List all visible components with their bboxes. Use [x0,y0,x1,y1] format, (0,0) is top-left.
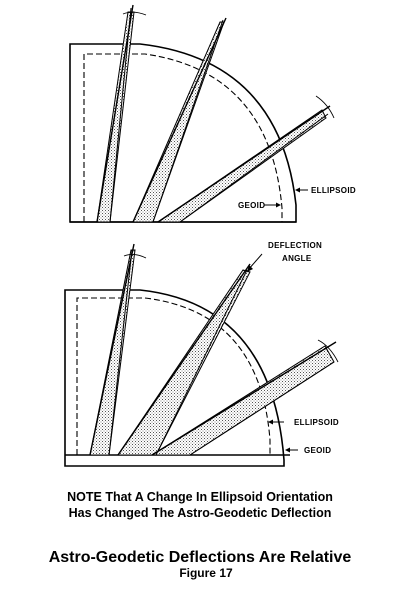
deflection-arrow [247,265,253,272]
top-geoid-label: GEOID [238,201,265,210]
top-normal-2a [132,17,227,223]
top-diagram [69,4,335,223]
bottom-normal-1b [108,249,133,456]
bottom-normal-2a [117,263,251,456]
note-line-1: NOTE That A Change In Ellipsoid Orientat… [67,490,333,504]
deflection-label-line2: ANGLE [282,254,312,263]
top-normal-3b [179,113,329,223]
top-normal-3a [157,105,331,223]
figure-number: Figure 17 [179,566,233,580]
bottom-normal-2b [155,269,248,456]
bottom-arc-1 [123,253,147,259]
note-line-2: Has Changed The Astro-Geodetic Deflectio… [68,506,332,520]
bottom-normal-1a [89,243,135,456]
bottom-normal-3a [151,341,337,456]
top-arc-3 [315,95,335,119]
bottom-diagram [64,243,339,467]
bottom-ellipsoid-label: ELLIPSOID [294,418,339,427]
top-ellipsoid-arrow [295,187,300,193]
bottom-geoid-outline [64,289,285,467]
bottom-wedge-2 [117,269,251,456]
top-normal-1a [96,4,134,223]
top-ellipsoid-outline [69,43,297,223]
top-normal-2b [152,19,224,223]
top-normal-1b [109,7,132,223]
deflection-label-line1: DEFLECTION [268,241,322,250]
top-geoid-arrow [276,202,281,208]
bottom-geoid-label: GEOID [304,446,331,455]
bottom-geoid-arrow [285,447,290,453]
top-arc-1 [122,11,147,16]
top-geoid-outline [83,53,283,222]
bottom-normal-3b [189,361,335,456]
figure-title: Astro-Geodetic Deflections Are Relative [48,549,352,566]
bottom-arc-3 [317,339,339,363]
bottom-ellipsoid-outline [76,297,271,455]
bottom-ellipsoid-arrow [268,419,273,425]
top-ellipsoid-label: ELLIPSOID [311,186,356,195]
